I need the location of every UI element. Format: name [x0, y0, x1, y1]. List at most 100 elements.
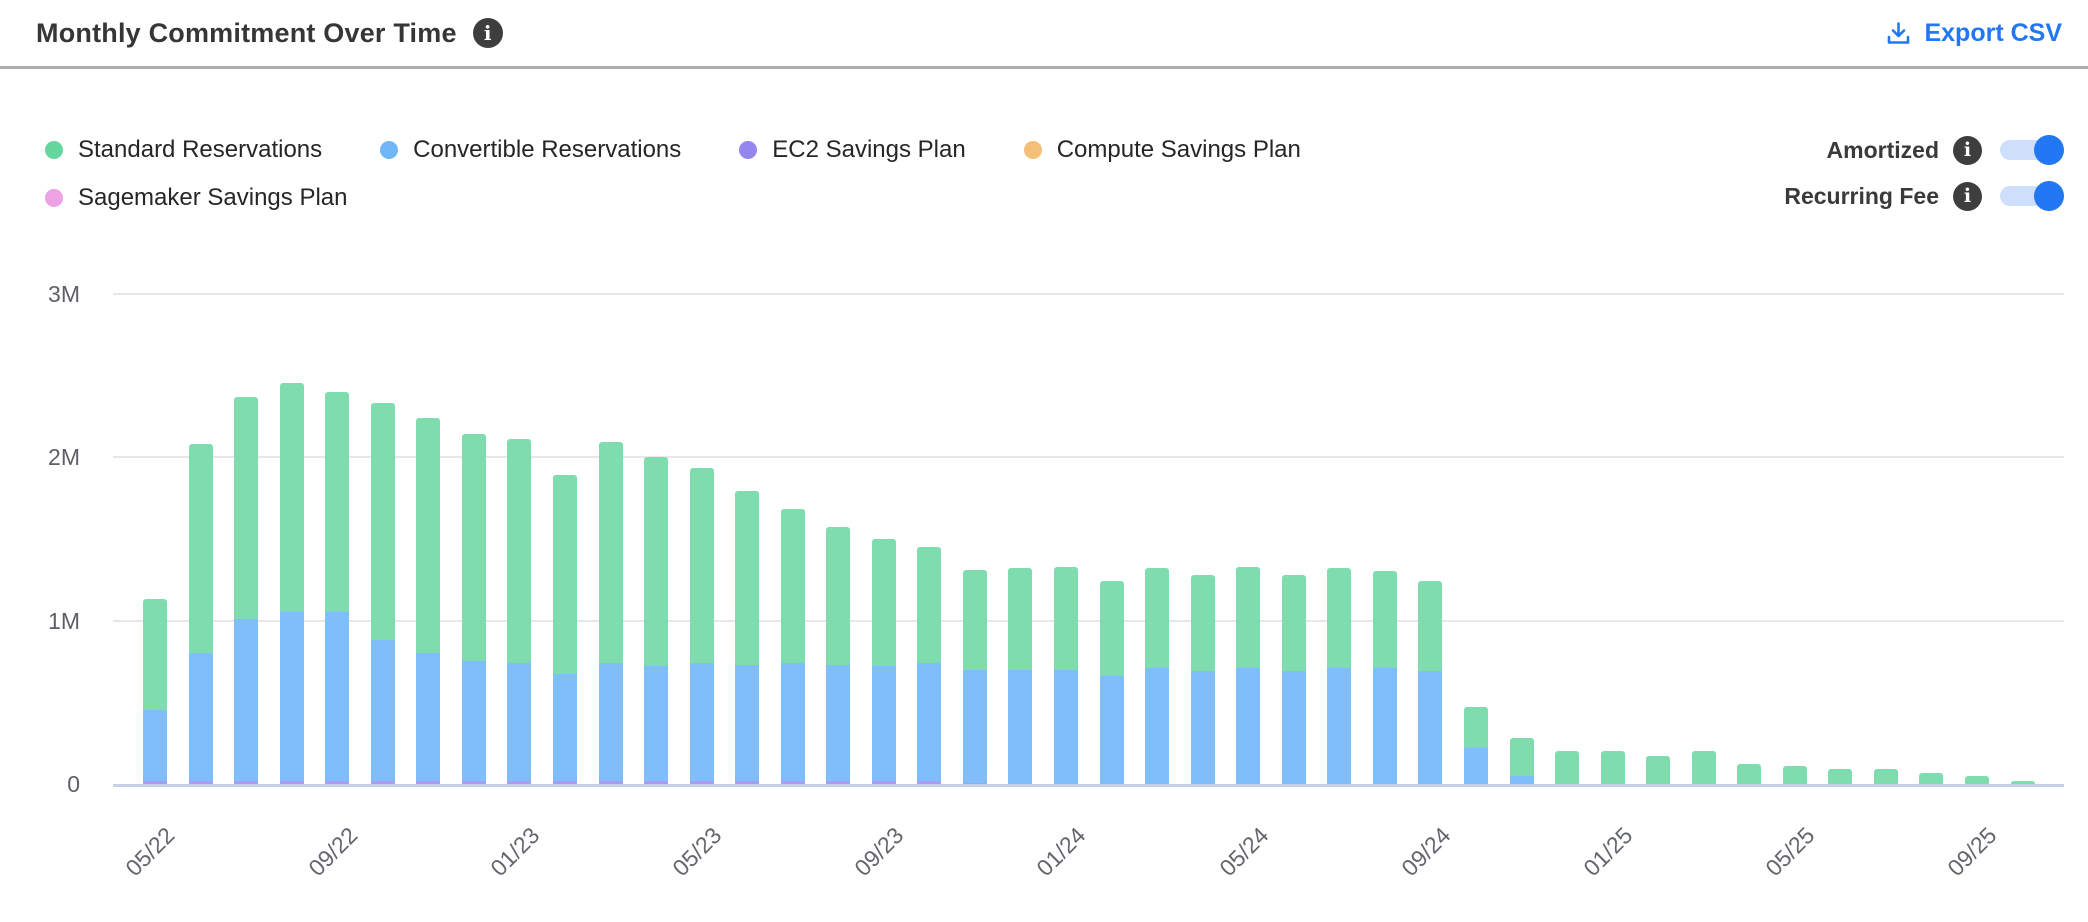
bar-segment-ec2-06/22[interactable] [188, 780, 213, 784]
bar-segment-convertible-09/24[interactable] [1418, 671, 1443, 784]
bar-segment-convertible-04/24[interactable] [1190, 671, 1215, 784]
bar-segment-standard-10/24[interactable] [1463, 707, 1488, 749]
bar-segment-convertible-12/23[interactable] [1008, 669, 1033, 784]
bar-segment-standard-08/22[interactable] [279, 383, 304, 613]
bar-segment-convertible-07/24[interactable] [1327, 667, 1352, 784]
bar-segment-standard-10/25[interactable] [2010, 780, 2035, 784]
bar-segment-standard-11/24[interactable] [1509, 738, 1534, 776]
bar-segment-convertible-06/23[interactable] [735, 664, 760, 781]
bar-segment-standard-08/25[interactable] [1919, 772, 1944, 784]
bar-segment-standard-03/23[interactable] [598, 442, 623, 663]
title-info-icon[interactable]: i [472, 18, 503, 48]
bar-segment-standard-04/24[interactable] [1190, 574, 1215, 672]
bar-segment-standard-02/24[interactable] [1099, 581, 1124, 677]
export-csv-button[interactable]: Export CSV [1885, 0, 2062, 66]
toggle-switch-on[interactable] [2000, 135, 2064, 165]
bar-segment-convertible-01/24[interactable] [1054, 669, 1078, 784]
bar-segment-standard-02/23[interactable] [552, 474, 577, 675]
bar-segment-standard-08/24[interactable] [1372, 571, 1397, 668]
bar-segment-standard-01/23[interactable] [507, 439, 532, 663]
bar-segment-convertible-08/24[interactable] [1372, 667, 1397, 784]
bar-segment-convertible-09/23[interactable] [871, 666, 896, 781]
bar-segment-standard-03/24[interactable] [1145, 568, 1170, 668]
bar-segment-convertible-02/23[interactable] [552, 674, 577, 781]
bar-segment-ec2-10/23[interactable] [917, 780, 942, 784]
bar-segment-ec2-07/23[interactable] [780, 780, 805, 784]
bar-segment-convertible-04/23[interactable] [644, 666, 669, 781]
info-icon[interactable]: i [1953, 135, 1982, 165]
bar-segment-ec2-04/23[interactable] [644, 780, 669, 784]
legend-item-compute[interactable]: Compute Savings Plan [1023, 134, 1301, 166]
bar-segment-standard-08/23[interactable] [826, 527, 851, 665]
bar-segment-convertible-05/23[interactable] [689, 663, 714, 781]
toggle-switch-on[interactable] [2000, 181, 2064, 211]
info-icon[interactable]: i [1953, 181, 1982, 211]
bar-segment-standard-09/24[interactable] [1418, 581, 1443, 672]
bar-segment-standard-12/23[interactable] [1008, 568, 1033, 670]
bar-segment-standard-11/22[interactable] [416, 417, 441, 654]
bar-segment-convertible-08/22[interactable] [279, 612, 304, 781]
bar-segment-standard-02/25[interactable] [1646, 756, 1671, 784]
bar-segment-standard-05/24[interactable] [1236, 566, 1261, 668]
bar-segment-standard-09/25[interactable] [1965, 775, 1989, 784]
bar-segment-convertible-10/22[interactable] [370, 640, 395, 781]
bar-segment-convertible-06/24[interactable] [1281, 671, 1306, 784]
bar-segment-ec2-10/22[interactable] [370, 780, 395, 784]
bar-segment-standard-05/23[interactable] [689, 468, 714, 663]
bar-segment-ec2-11/23[interactable] [962, 782, 987, 784]
bar-segment-convertible-09/22[interactable] [325, 612, 350, 781]
bar-segment-standard-01/24[interactable] [1054, 566, 1078, 670]
bar-segment-convertible-03/23[interactable] [598, 663, 623, 781]
bar-segment-standard-04/23[interactable] [644, 457, 669, 667]
legend-item-sagemaker[interactable]: Sagemaker Savings Plan [45, 182, 347, 214]
bar-segment-ec2-11/22[interactable] [416, 780, 441, 784]
bar-segment-ec2-05/23[interactable] [689, 780, 714, 784]
bar-segment-convertible-02/24[interactable] [1099, 676, 1124, 784]
bar-segment-convertible-07/23[interactable] [780, 663, 805, 781]
bar-segment-convertible-05/22[interactable] [143, 710, 167, 781]
bar-segment-ec2-08/22[interactable] [279, 780, 304, 784]
bar-segment-standard-12/22[interactable] [461, 434, 486, 662]
bar-segment-standard-09/22[interactable] [325, 391, 350, 613]
bar-segment-convertible-01/23[interactable] [507, 663, 532, 781]
bar-segment-convertible-11/23[interactable] [962, 669, 987, 783]
bar-segment-standard-07/22[interactable] [234, 396, 259, 619]
bar-segment-convertible-05/24[interactable] [1236, 667, 1261, 784]
bar-segment-convertible-10/24[interactable] [1463, 748, 1488, 784]
bar-segment-convertible-08/23[interactable] [826, 664, 851, 781]
bar-segment-ec2-07/22[interactable] [234, 780, 259, 784]
bar-segment-ec2-12/22[interactable] [461, 780, 486, 784]
bar-segment-ec2-08/23[interactable] [826, 780, 851, 784]
bar-segment-standard-10/22[interactable] [370, 403, 395, 641]
legend-item-ec2[interactable]: EC2 Savings Plan [739, 134, 966, 166]
bar-segment-convertible-11/22[interactable] [416, 653, 441, 781]
bar-segment-standard-07/25[interactable] [1873, 769, 1898, 784]
bar-segment-ec2-03/23[interactable] [598, 780, 623, 784]
bar-segment-convertible-10/23[interactable] [917, 663, 942, 781]
bar-segment-ec2-09/23[interactable] [871, 780, 896, 784]
bar-segment-ec2-06/23[interactable] [735, 780, 760, 784]
bar-segment-standard-05/22[interactable] [143, 599, 167, 711]
legend-item-convertible[interactable]: Convertible Reservations [380, 134, 681, 166]
bar-segment-standard-07/24[interactable] [1327, 568, 1352, 668]
bar-segment-standard-06/25[interactable] [1828, 769, 1853, 784]
bar-segment-convertible-07/22[interactable] [234, 618, 259, 781]
bar-segment-standard-05/25[interactable] [1782, 766, 1807, 784]
bar-segment-ec2-05/22[interactable] [143, 780, 167, 784]
bar-segment-standard-06/22[interactable] [188, 443, 213, 654]
bar-segment-ec2-01/23[interactable] [507, 780, 532, 784]
bar-segment-standard-10/23[interactable] [917, 546, 942, 663]
bar-segment-standard-09/23[interactable] [871, 538, 896, 667]
bar-segment-convertible-12/22[interactable] [461, 661, 486, 781]
bar-segment-standard-04/25[interactable] [1737, 764, 1762, 784]
bar-segment-ec2-09/22[interactable] [325, 780, 350, 784]
bar-segment-convertible-11/24[interactable] [1509, 775, 1534, 784]
bar-segment-convertible-03/24[interactable] [1145, 667, 1170, 784]
bar-segment-ec2-02/23[interactable] [552, 780, 577, 784]
bar-segment-standard-06/23[interactable] [735, 491, 760, 665]
bar-segment-standard-03/25[interactable] [1691, 751, 1716, 784]
bar-segment-standard-07/23[interactable] [780, 509, 805, 663]
bar-segment-standard-11/23[interactable] [962, 570, 987, 670]
bar-segment-standard-01/25[interactable] [1600, 751, 1625, 784]
bar-segment-standard-12/24[interactable] [1555, 751, 1580, 784]
